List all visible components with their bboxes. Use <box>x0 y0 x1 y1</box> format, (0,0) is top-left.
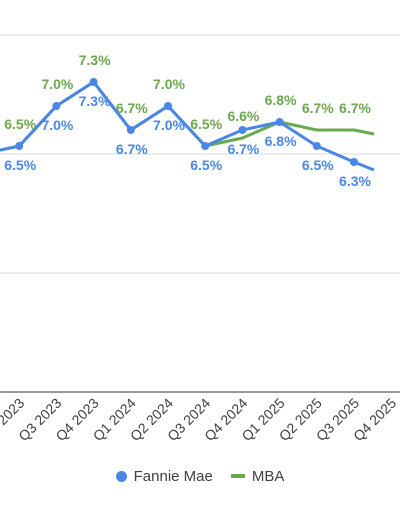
data-label-mba-q3-2024: 6.5% <box>190 116 222 132</box>
data-label-mba-q2-2023: 6.5% <box>4 116 36 132</box>
series-points <box>15 78 358 166</box>
data-label-fannie-mae-q4-2024: 6.7% <box>227 141 259 157</box>
point-fannie-mae-q2-2025[interactable] <box>312 142 321 150</box>
data-label-mba-q2-2025: 6.7% <box>302 100 334 116</box>
data-label-mba-q4-2023: 7.3% <box>79 52 111 68</box>
data-label-fannie-mae-q4-2023: 7.3% <box>79 93 111 109</box>
data-label-mba-q3-2023: 7.0% <box>41 76 73 92</box>
legend-swatch-fannie-mae <box>115 470 127 482</box>
data-label-fannie-mae-q1-2024: 6.7% <box>116 141 148 157</box>
data-label-fannie-mae-q2-2025: 6.5% <box>302 157 334 173</box>
data-label-fannie-mae-q2-2024: 7.0% <box>153 117 185 133</box>
data-label-mba-q1-2025: 6.8% <box>265 92 297 108</box>
legend-label-fannie-mae: Fannie Mae <box>133 467 213 485</box>
point-fannie-mae-q3-2024[interactable] <box>201 142 210 150</box>
series-lines <box>0 80 375 172</box>
data-label-fannie-mae-q3-2023: 7.0% <box>41 117 73 133</box>
data-label-mba-q1-2024: 6.7% <box>116 100 148 116</box>
series-line-fannie-mae <box>0 80 375 172</box>
data-label-mba-q3-2025: 6.7% <box>339 100 371 116</box>
data-label-mba-q4-2024: 6.6% <box>227 108 259 124</box>
data-label-fannie-mae-q3-2025: 6.3% <box>339 173 371 189</box>
point-fannie-mae-q3-2025[interactable] <box>350 158 358 166</box>
legend-label-mba: MBA <box>251 467 285 485</box>
point-fannie-mae-q3-2023[interactable] <box>52 102 61 110</box>
chart-legend: Fannie Mae MBA <box>0 464 400 488</box>
legend-item-fannie-mae[interactable]: Fannie Mae <box>115 467 213 485</box>
point-fannie-mae-q4-2024[interactable] <box>238 126 247 134</box>
legend-swatch-mba <box>230 474 245 478</box>
data-labels: 6.4%6.5%7.0%7.3%6.7%7.0%6.5%6.7%6.8%6.5%… <box>4 52 371 189</box>
data-label-fannie-mae-q1-2025: 6.8% <box>265 133 297 149</box>
point-fannie-mae-q2-2024[interactable] <box>164 102 172 110</box>
point-fannie-mae-q4-2023[interactable] <box>89 78 98 86</box>
data-label-mba-q2-2024: 7.0% <box>153 76 185 92</box>
data-label-fannie-mae-q2-2023: 6.5% <box>4 157 36 173</box>
point-fannie-mae-q1-2024[interactable] <box>126 126 135 134</box>
data-label-fannie-mae-q3-2024: 6.5% <box>190 157 222 173</box>
legend-item-mba[interactable]: MBA <box>230 467 285 485</box>
point-fannie-mae-q1-2025[interactable] <box>275 118 284 126</box>
point-fannie-mae-q2-2023[interactable] <box>15 142 24 150</box>
